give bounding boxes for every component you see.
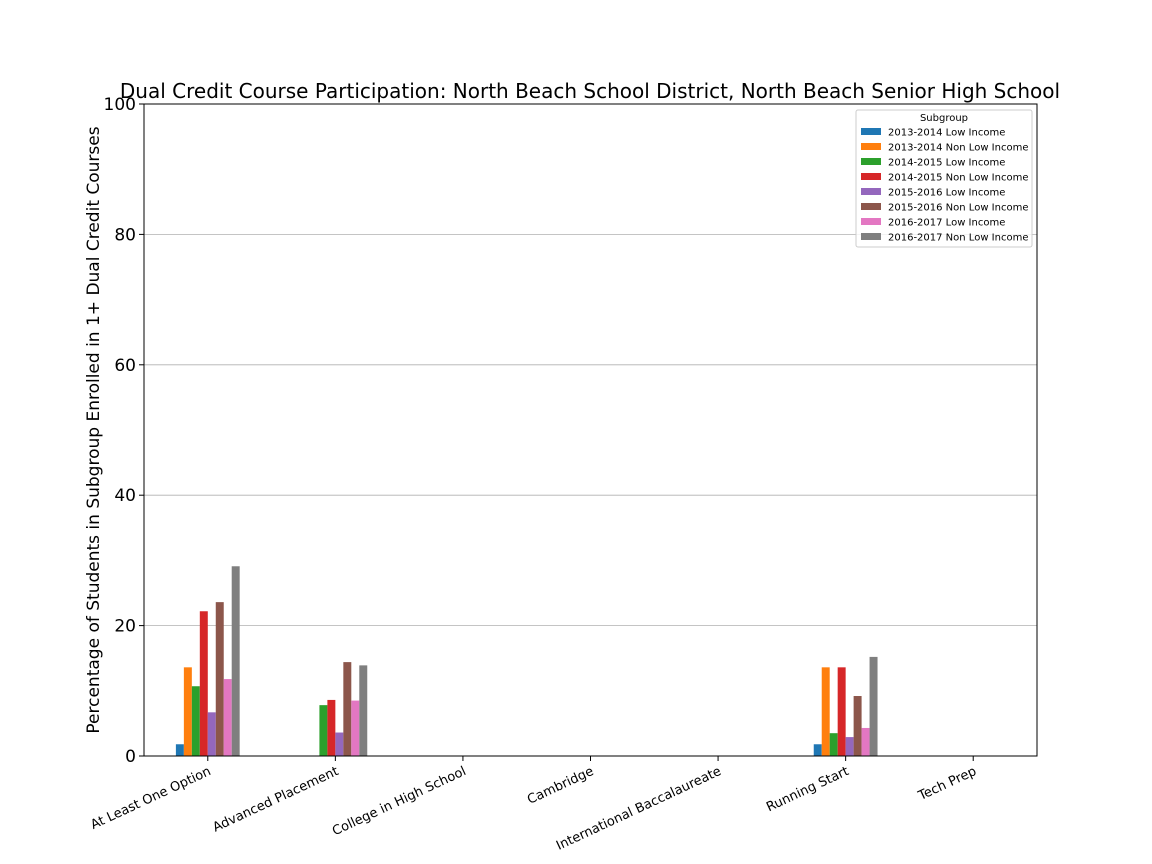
bar (853, 696, 862, 756)
bar (207, 712, 216, 756)
bar (191, 686, 200, 756)
y-tick-label: 20 (114, 617, 136, 637)
legend-swatch (861, 173, 881, 180)
x-tick-label: At Least One Option (89, 764, 214, 833)
bar (199, 611, 208, 756)
legend: Subgroup 2013-2014 Low Income 2013-2014 N… (855, 109, 1033, 248)
bar (813, 744, 822, 756)
legend-swatch (861, 143, 881, 150)
bar (183, 667, 192, 756)
y-tick-label: 40 (114, 486, 136, 506)
bar (845, 737, 854, 756)
bar (343, 662, 352, 756)
y-axis-ticks: 0 20 40 60 80 100 (104, 95, 144, 767)
legend-swatch (861, 203, 881, 210)
bar (869, 656, 878, 756)
legend-entry: 2016-2017 Non Low Income (888, 233, 1028, 244)
legend-entry: 2016-2017 Low Income (888, 218, 1005, 229)
legend-title: Subgroup (920, 113, 968, 124)
chart-title: Dual Credit Course Participation: North … (120, 79, 1060, 103)
x-tick-label: Advanced Placement (211, 764, 341, 835)
legend-swatch (861, 188, 881, 195)
bar (821, 667, 830, 756)
bar (351, 700, 360, 756)
gridlines (144, 233, 1037, 626)
legend-entry: 2014-2015 Low Income (888, 158, 1005, 169)
bar (231, 566, 240, 756)
bar (861, 727, 870, 756)
legend-swatch (861, 128, 881, 135)
bar (829, 733, 838, 756)
bar (319, 705, 328, 756)
legend-entry: 2015-2016 Non Low Income (888, 203, 1028, 214)
bar (327, 699, 336, 756)
y-tick-label: 80 (114, 225, 136, 245)
legend-frame (855, 109, 1033, 248)
legend-swatch (861, 233, 881, 240)
legend-swatch (861, 218, 881, 225)
y-tick-label: 0 (125, 747, 136, 767)
y-axis-label: Percentage of Students in Subgroup Enrol… (84, 126, 104, 733)
legend-entry: 2015-2016 Low Income (888, 188, 1005, 199)
y-tick-label: 60 (114, 356, 136, 376)
bar (223, 679, 232, 756)
legend-entry: 2013-2014 Non Low Income (888, 143, 1028, 154)
legend-entry: 2014-2015 Non Low Income (888, 173, 1028, 184)
bar (175, 744, 184, 756)
x-tick-label: College in High School (330, 764, 468, 839)
legend-entry: 2013-2014 Low Income (888, 128, 1005, 139)
x-tick-label: Cambridge (525, 764, 596, 808)
bar (359, 665, 368, 756)
bar (335, 732, 344, 756)
x-tick-label: Tech Prep (915, 764, 979, 804)
y-tick-label: 100 (104, 95, 136, 115)
legend-swatch (861, 158, 881, 165)
bar (215, 602, 224, 756)
bars (175, 566, 878, 756)
bar (837, 667, 846, 756)
x-tick-label: Running Start (764, 764, 851, 815)
